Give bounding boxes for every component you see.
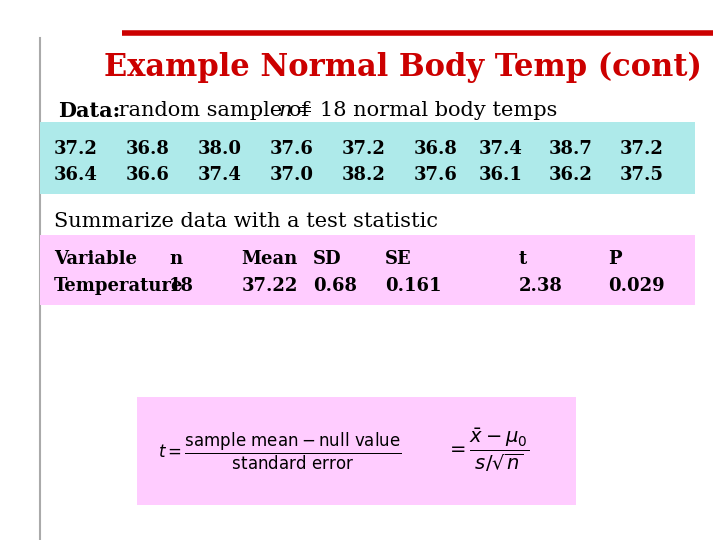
- Text: $= \dfrac{\bar{x} - \mu_0}{s/\sqrt{n}}$: $= \dfrac{\bar{x} - \mu_0}{s/\sqrt{n}}$: [446, 427, 529, 475]
- Text: 37.5: 37.5: [619, 166, 663, 185]
- Text: 37.6: 37.6: [414, 166, 458, 185]
- Text: Mean: Mean: [241, 250, 297, 268]
- Text: 0.029: 0.029: [608, 277, 665, 295]
- Text: 37.2: 37.2: [619, 139, 663, 158]
- Text: 0.68: 0.68: [313, 277, 357, 295]
- Text: Variable: Variable: [54, 250, 137, 268]
- Text: 38.7: 38.7: [549, 139, 593, 158]
- Text: 37.4: 37.4: [479, 139, 523, 158]
- Text: 38.2: 38.2: [342, 166, 386, 185]
- Text: 37.6: 37.6: [270, 139, 314, 158]
- Text: $t = \dfrac{\mathrm{sample\ mean} - \mathrm{null\ value}}{\mathrm{standard\ erro: $t = \dfrac{\mathrm{sample\ mean} - \mat…: [158, 430, 402, 471]
- Text: 36.1: 36.1: [479, 166, 523, 185]
- Text: 36.4: 36.4: [54, 166, 98, 185]
- Text: 18: 18: [169, 277, 194, 295]
- Text: 37.4: 37.4: [198, 166, 242, 185]
- Text: = 18 normal body temps: = 18 normal body temps: [289, 101, 558, 120]
- Text: 37.2: 37.2: [342, 139, 386, 158]
- Text: 37.0: 37.0: [270, 166, 314, 185]
- Text: Data:: Data:: [58, 100, 120, 121]
- FancyBboxPatch shape: [137, 397, 576, 505]
- Text: random sample of: random sample of: [112, 101, 315, 120]
- Text: 36.8: 36.8: [126, 139, 170, 158]
- Text: 36.8: 36.8: [414, 139, 458, 158]
- Text: Temperature: Temperature: [54, 277, 184, 295]
- Text: 0.161: 0.161: [385, 277, 441, 295]
- Text: Summarize data with a test statistic: Summarize data with a test statistic: [54, 212, 438, 231]
- FancyBboxPatch shape: [40, 235, 695, 305]
- Text: 36.2: 36.2: [549, 166, 593, 185]
- Text: 2.38: 2.38: [518, 277, 562, 295]
- Text: 38.0: 38.0: [198, 139, 242, 158]
- Text: t: t: [518, 250, 526, 268]
- Text: 37.2: 37.2: [54, 139, 98, 158]
- Text: Example Normal Body Temp (cont): Example Normal Body Temp (cont): [104, 52, 702, 83]
- Text: 36.6: 36.6: [126, 166, 170, 185]
- Text: P: P: [608, 250, 622, 268]
- Text: n: n: [279, 101, 292, 120]
- Text: 37.22: 37.22: [241, 277, 297, 295]
- FancyBboxPatch shape: [40, 122, 695, 194]
- Text: n: n: [169, 250, 182, 268]
- Text: SD: SD: [313, 250, 342, 268]
- Text: SE: SE: [385, 250, 412, 268]
